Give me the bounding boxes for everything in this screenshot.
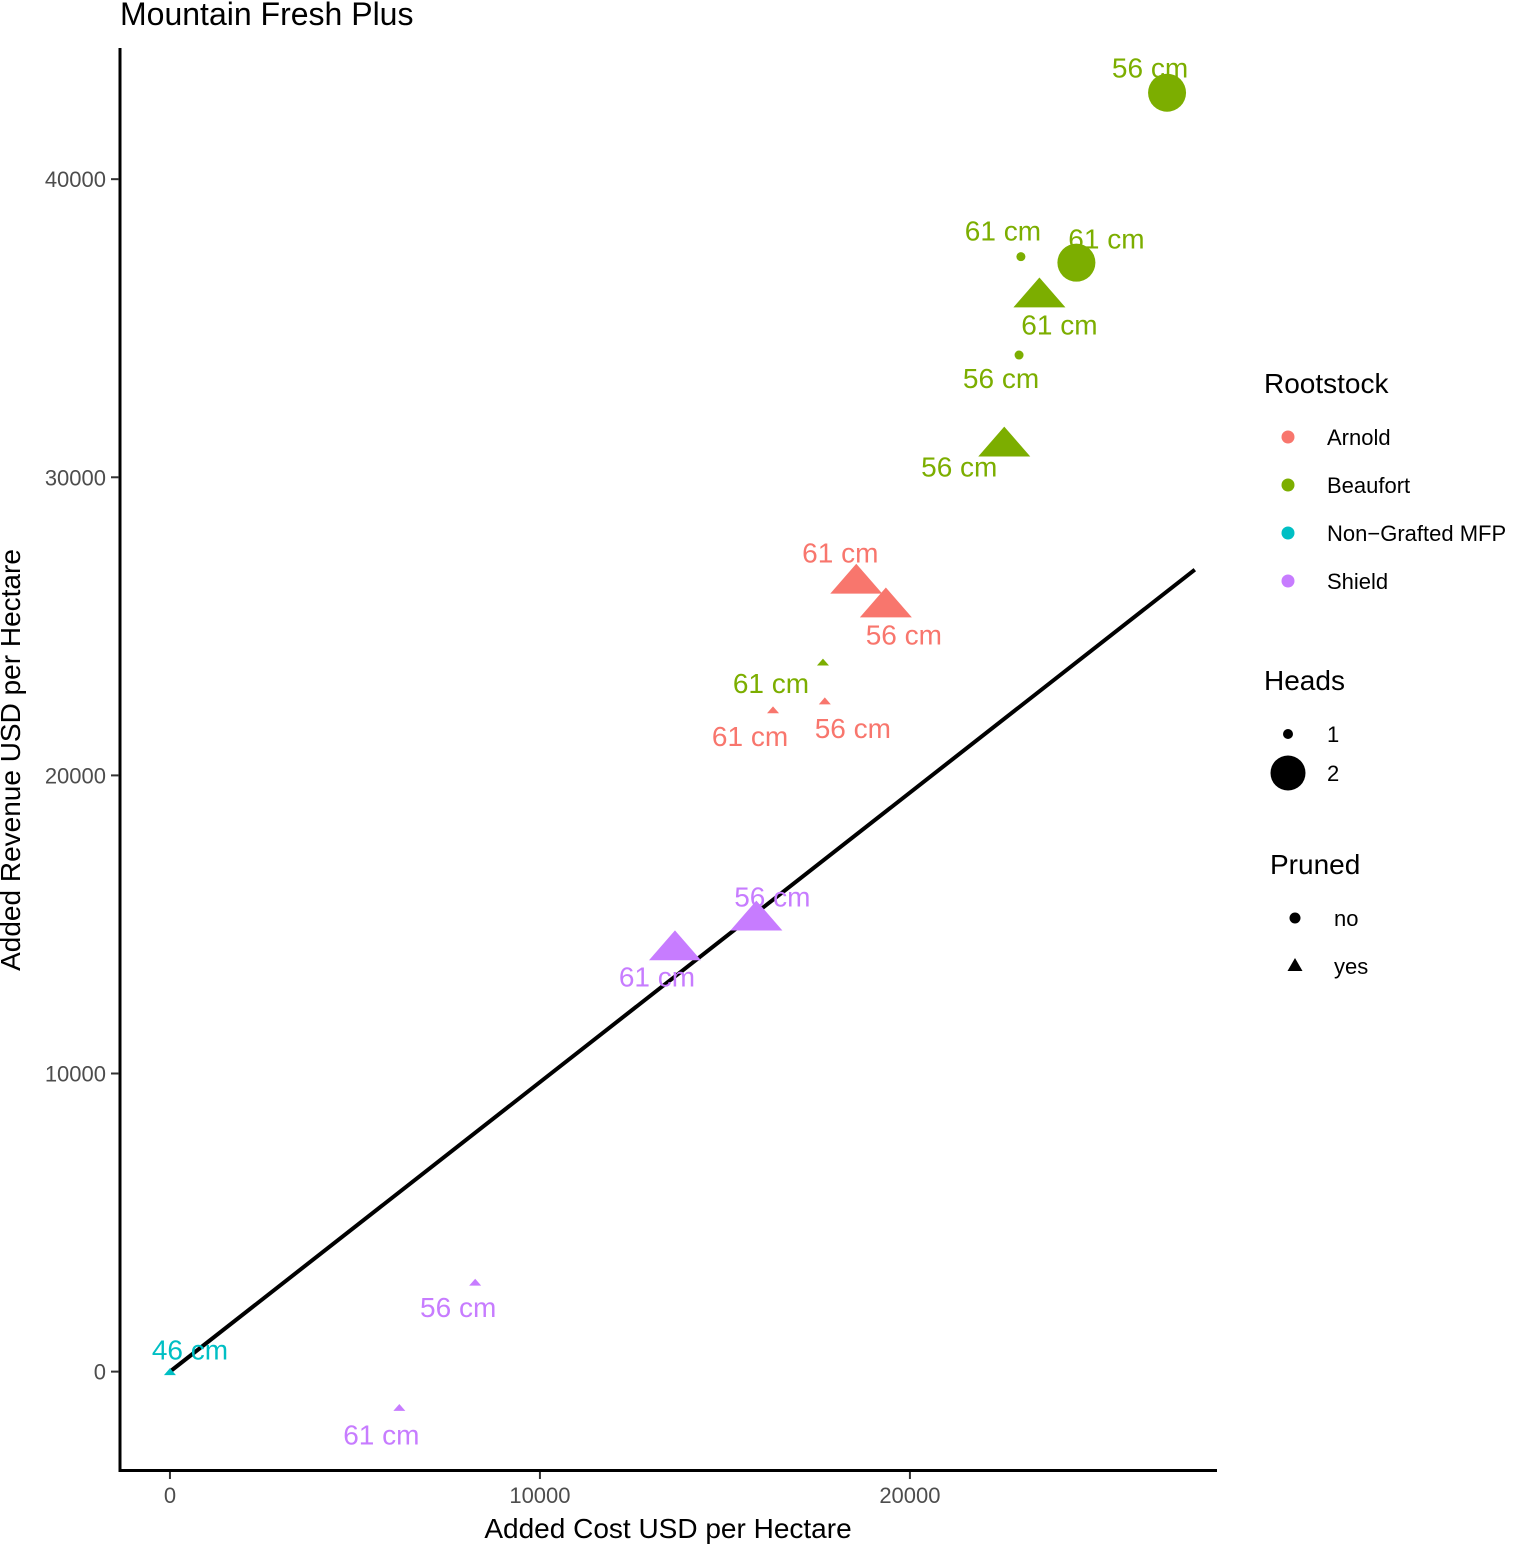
point-label-beaufort: 61 cm <box>733 668 809 699</box>
point-label-beaufort: 61 cm <box>965 216 1041 247</box>
point-beaufort-unpruned-circle <box>1014 350 1024 360</box>
point-arnold-pruned-triangle <box>818 697 831 705</box>
x-tick-label: 0 <box>164 1483 176 1508</box>
point-beaufort-unpruned-circle <box>1016 252 1026 262</box>
legend-title-pruned: Pruned <box>1270 849 1360 880</box>
point-label-shield: 61 cm <box>343 1419 419 1450</box>
point-shield-pruned-triangle <box>469 1278 482 1286</box>
legend-pruned: Pruned no yes <box>1270 849 1368 979</box>
y-tick-label: 30000 <box>45 465 106 490</box>
legend-label-heads-1: 1 <box>1327 722 1339 747</box>
point-beaufort-unpruned-circle <box>1148 73 1187 112</box>
legend-key-shield <box>1281 574 1295 588</box>
point-beaufort-pruned-triangle <box>978 426 1031 457</box>
legend-key-heads-1 <box>1283 729 1293 739</box>
point-label-beaufort: 56 cm <box>1112 53 1188 84</box>
point-label-beaufort: 61 cm <box>1021 309 1097 340</box>
legend-key-heads-2 <box>1270 755 1306 791</box>
point-shield-pruned-triangle <box>730 900 783 931</box>
legend-key-pruned-no <box>1289 912 1301 924</box>
legend-key-arnold <box>1281 430 1295 444</box>
point-label-arnold: 56 cm <box>815 713 891 744</box>
point-beaufort-pruned-triangle <box>816 658 829 666</box>
chart-title: Mountain Fresh Plus <box>120 0 413 32</box>
legend-key-beaufort <box>1281 478 1295 492</box>
y-tick-label: 40000 <box>45 167 106 192</box>
legend-title-heads: Heads <box>1264 665 1345 696</box>
legend-label-pruned-yes: yes <box>1334 954 1368 979</box>
legend-label-shield: Shield <box>1327 569 1388 594</box>
legend-label-heads-2: 2 <box>1327 761 1339 786</box>
x-axis-title: Added Cost USD per Hectare <box>484 1513 851 1544</box>
point-label-arnold: 61 cm <box>712 721 788 752</box>
point-label-arnold: 56 cm <box>866 619 942 650</box>
legend-label-pruned-no: no <box>1334 906 1358 931</box>
x-tick-label: 10000 <box>509 1483 570 1508</box>
point-arnold-pruned-triangle <box>859 587 912 618</box>
point-label-shield: 56 cm <box>734 882 810 913</box>
point-label-beaufort: 56 cm <box>963 363 1039 394</box>
y-axis-title: Added Revenue USD per Hectare <box>0 549 26 971</box>
point-shield-pruned-triangle <box>648 930 701 961</box>
point-non-grafted-mfp-pruned-triangle <box>163 1368 176 1376</box>
reference-line <box>168 568 1197 1374</box>
point-arnold-pruned-triangle <box>830 563 883 594</box>
point-beaufort-pruned-triangle <box>1013 277 1066 308</box>
point-label-shield: 56 cm <box>420 1292 496 1323</box>
point-label-shield: 61 cm <box>619 961 695 992</box>
x-tick-label: 20000 <box>879 1483 940 1508</box>
point-label-non-grafted-mfp: 46 cm <box>152 1335 228 1366</box>
point-label-beaufort: 56 cm <box>921 452 997 483</box>
point-label-beaufort: 61 cm <box>1068 224 1144 255</box>
legend: Rootstock Arnold Beaufort Non−Grafted MF… <box>1264 368 1506 979</box>
legend-key-non-grafted-mfp <box>1281 526 1295 540</box>
point-beaufort-unpruned-circle <box>1057 243 1096 282</box>
legend-key-pruned-yes <box>1287 958 1303 971</box>
legend-label-arnold: Arnold <box>1327 425 1391 450</box>
point-label-arnold: 61 cm <box>802 538 878 569</box>
legend-label-non-grafted-mfp: Non−Grafted MFP <box>1327 521 1506 546</box>
legend-heads: Heads 1 2 <box>1264 665 1345 791</box>
y-tick-label: 10000 <box>45 1062 106 1087</box>
legend-label-beaufort: Beaufort <box>1327 473 1410 498</box>
legend-rootstock: Rootstock Arnold Beaufort Non−Grafted MF… <box>1264 368 1506 594</box>
y-tick-label: 0 <box>94 1360 106 1385</box>
y-tick-label: 20000 <box>45 763 106 788</box>
point-shield-pruned-triangle <box>393 1403 406 1411</box>
point-arnold-pruned-triangle <box>767 706 780 714</box>
legend-title-rootstock: Rootstock <box>1264 368 1389 399</box>
